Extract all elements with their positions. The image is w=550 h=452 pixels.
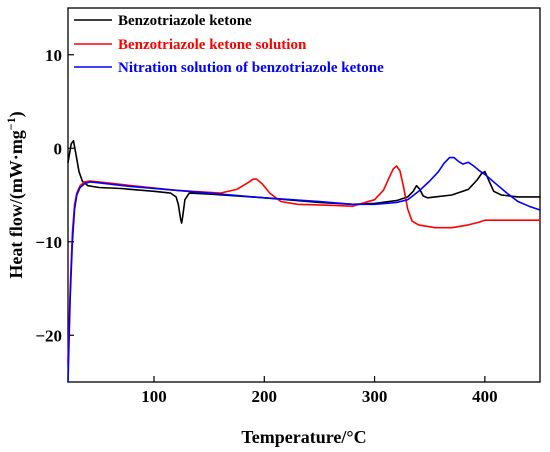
- y-axis-title-main: Heat flow/(mW·mg: [6, 130, 27, 278]
- y-tick-label: −20: [35, 326, 62, 345]
- series-line-0: [67, 140, 541, 224]
- plot-frame: [67, 7, 541, 383]
- y-axis-title: Heat flow/(mW·mg−1): [4, 111, 27, 278]
- y-axis-title-exponent: −1: [4, 117, 18, 130]
- x-tick-label: 400: [472, 387, 498, 406]
- y-tick-label: 10: [45, 46, 62, 65]
- x-axis-title: Temperature/°C: [241, 427, 366, 447]
- series-line-2: [67, 156, 541, 383]
- legend-label-nitration-solution: Nitration solution of benzotriazole keto…: [118, 60, 384, 76]
- legend: Benzotriazole ketone Benzotriazole keton…: [74, 13, 384, 76]
- y-tick-label: −10: [35, 233, 62, 252]
- y-tick-label: 0: [54, 139, 63, 158]
- legend-label-benzotriazole-ketone: Benzotriazole ketone: [118, 13, 252, 29]
- series-lines: [67, 140, 541, 383]
- legend-label-benzotriazole-ketone-solution: Benzotriazole ketone solution: [118, 37, 307, 53]
- x-tick-label: 100: [141, 387, 167, 406]
- y-axis-title-close: ): [6, 111, 27, 117]
- x-tick-label: 300: [362, 387, 388, 406]
- x-tick-label: 200: [252, 387, 278, 406]
- series-line-1: [67, 165, 541, 365]
